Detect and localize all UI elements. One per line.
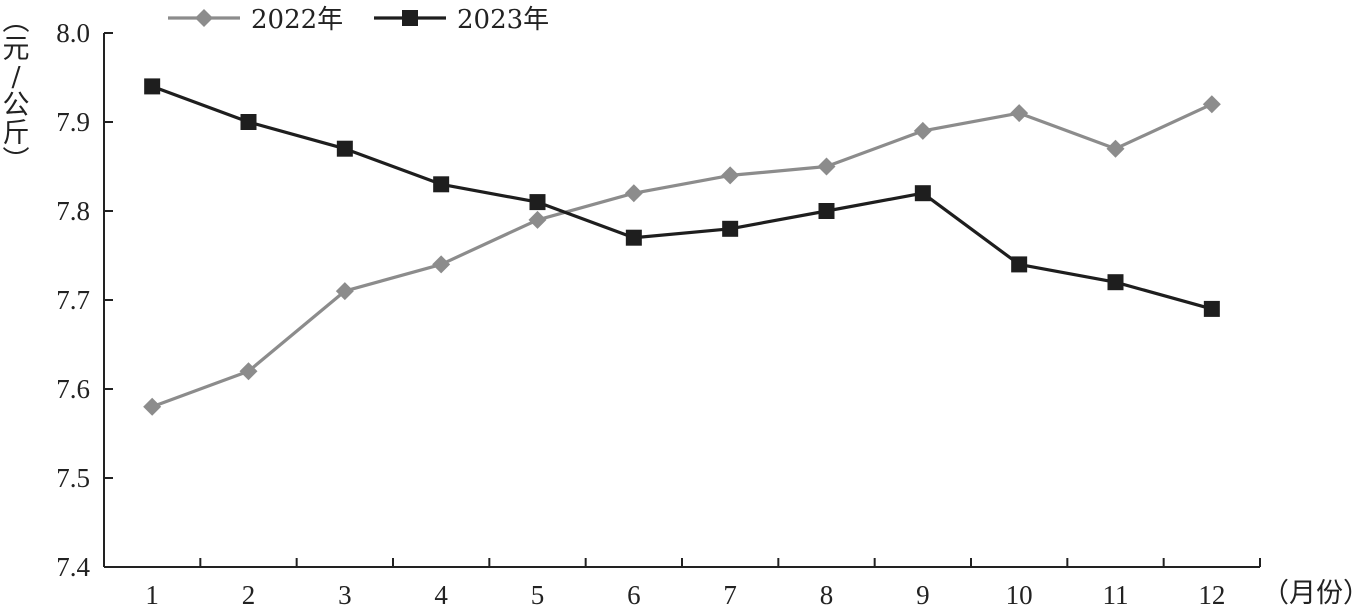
data-point-1	[913, 121, 932, 140]
data-point-1	[721, 166, 740, 185]
y-tick-label: 7.5	[56, 463, 90, 493]
data-point-2	[529, 194, 546, 211]
y-tick-label: 7.6	[56, 374, 90, 404]
data-point-1	[239, 362, 258, 381]
data-point-1	[528, 210, 547, 229]
x-tick-label: 10	[1006, 580, 1033, 610]
y-tick-label: 7.8	[56, 196, 90, 226]
x-tick-label: 7	[723, 580, 737, 610]
x-tick-label: 12	[1198, 580, 1225, 610]
data-point-2	[1203, 300, 1220, 317]
data-point-1	[817, 157, 836, 176]
data-point-1	[1202, 95, 1221, 114]
data-point-2	[240, 114, 257, 130]
data-point-2	[625, 229, 642, 246]
y-axis-title: ︵元/公斤︶	[3, 6, 30, 177]
y-tick-label: 7.9	[56, 107, 90, 137]
data-point-2	[818, 203, 835, 219]
data-point-1	[1106, 139, 1125, 158]
legend-label-2: 2023年	[457, 5, 549, 35]
x-tick-label: 1	[145, 580, 159, 610]
x-tick-label: 4	[434, 580, 448, 610]
legend-label-1: 2022年	[251, 5, 343, 35]
data-point-1	[624, 184, 643, 203]
x-tick-label: 2	[242, 580, 256, 610]
x-tick-label: 6	[627, 580, 641, 610]
x-tick-label: 9	[916, 580, 930, 610]
x-axis-title: （月份）	[1262, 578, 1364, 609]
x-tick-label: 11	[1103, 580, 1129, 610]
axes: 7.47.57.67.77.87.98.01 2 3 4 5 6 7 8 9 10 11 12 （月份）…	[3, 6, 1364, 610]
y-tick-label: 7.4	[56, 552, 90, 582]
data-point-2	[722, 220, 739, 237]
y-tick-label: 7.7	[56, 285, 90, 315]
data-point-1	[143, 397, 162, 416]
x-tick-label: 3	[338, 580, 352, 610]
y-tick-label: 8.0	[56, 18, 90, 48]
series-layer	[143, 78, 1221, 416]
data-point-2	[914, 185, 931, 202]
x-tick-label: 5	[531, 580, 545, 610]
data-point-2	[1107, 274, 1124, 291]
legend: 2022年 2023年	[168, 5, 549, 35]
data-point-2	[144, 78, 161, 95]
x-tick-label: 8	[820, 580, 834, 610]
data-point-2	[433, 176, 450, 193]
data-point-1	[432, 255, 451, 274]
data-point-1	[1010, 104, 1029, 123]
legend-marker-1	[195, 9, 213, 27]
data-point-2	[1011, 256, 1028, 273]
data-point-2	[336, 140, 353, 157]
data-point-1	[335, 282, 354, 301]
series-line-2	[151, 84, 1213, 311]
series-line-1	[151, 102, 1213, 409]
legend-marker-2	[402, 10, 418, 26]
